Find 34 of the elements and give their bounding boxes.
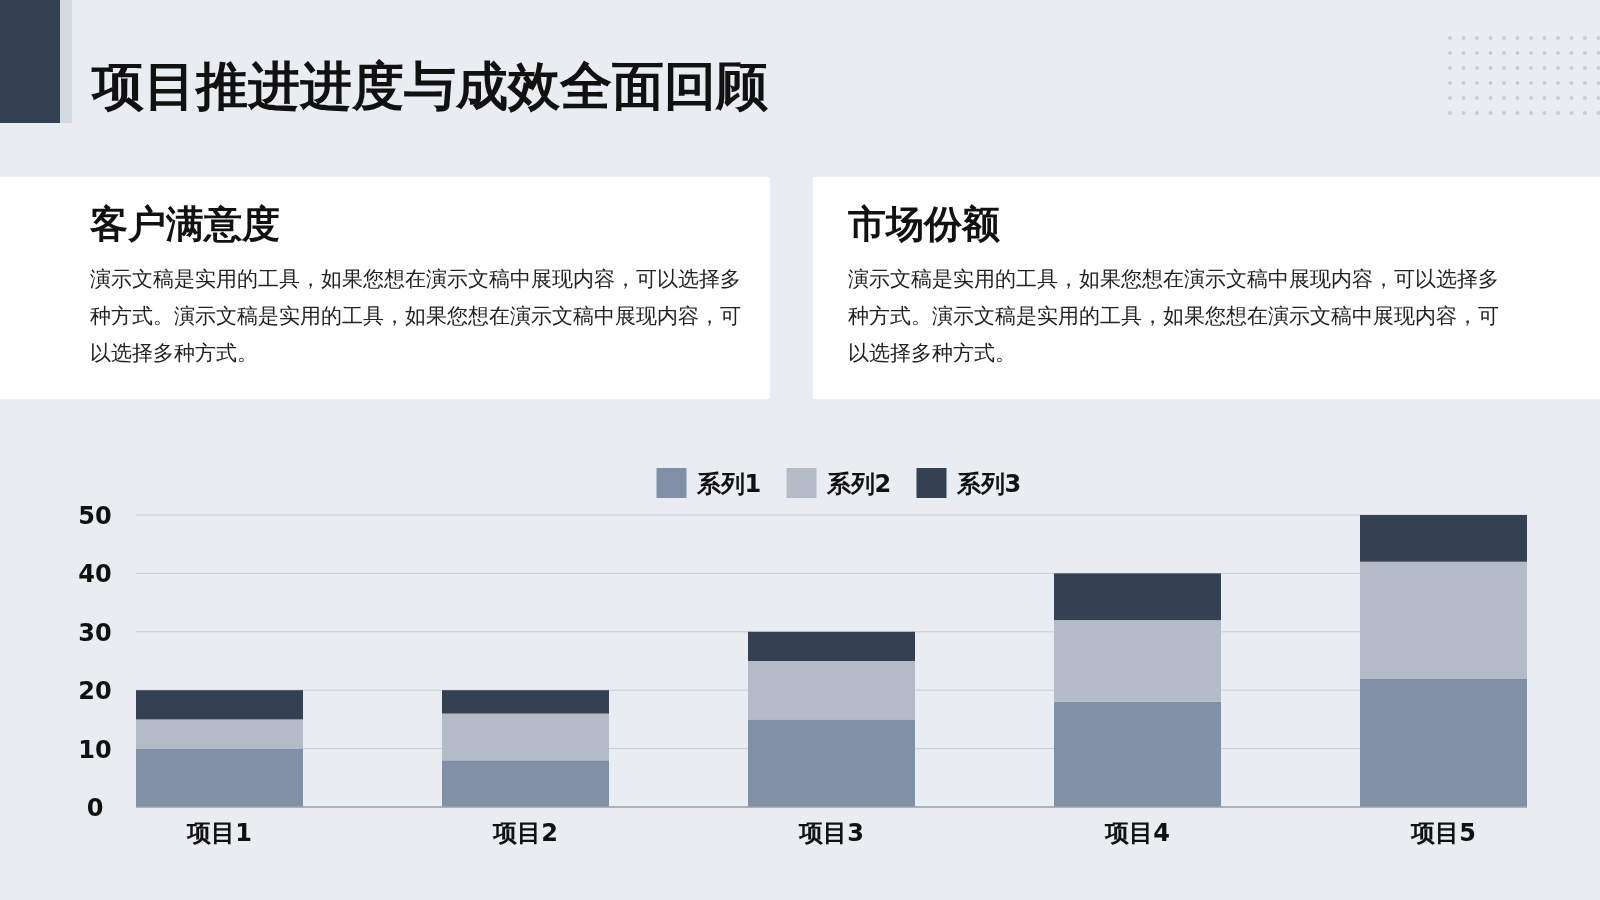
x-tick-label: 项目4 — [1104, 819, 1170, 847]
bar — [1360, 515, 1527, 562]
bar — [136, 719, 303, 749]
x-tick-label: 项目2 — [492, 819, 558, 847]
chart-title: 项目推进进度与成效全面回顾 — [92, 55, 768, 118]
y-tick-label: 20 — [78, 677, 112, 706]
legend-label: 系列2 — [825, 470, 892, 498]
bar — [442, 690, 609, 714]
y-tick-label: 0 — [86, 794, 104, 822]
bar — [1054, 701, 1221, 807]
legend-label: 系列1 — [695, 470, 762, 498]
bar — [1054, 620, 1221, 702]
y-tick-label: 50 — [78, 502, 112, 530]
x-tick-label: 项目1 — [186, 819, 252, 847]
bar — [748, 631, 915, 661]
legend-label: 系列3 — [955, 470, 1022, 498]
x-tick-label: 项目3 — [798, 819, 864, 847]
y-tick-label: 30 — [78, 618, 112, 647]
bar — [1360, 561, 1527, 679]
text: 客户满意度 — [90, 201, 280, 248]
bar — [748, 661, 915, 720]
bar — [136, 690, 303, 720]
bar — [442, 713, 609, 761]
bar — [1360, 678, 1527, 807]
bar — [748, 719, 915, 807]
text: 演示文稿是实用的工具，如果您想在演示文稿中展现内容，可以选择多种方式。演示文稿是实用的工具，如果您想在演示文稿中展现内容，可以选择多种方式。 — [848, 266, 1500, 367]
y-tick-label: 10 — [78, 735, 112, 764]
bar — [136, 748, 303, 807]
x-tick-label: 项目5 — [1410, 819, 1476, 847]
bar — [442, 760, 609, 807]
bar — [1054, 573, 1221, 621]
text: 演示文稿是实用的工具，如果您想在演示文稿中展现内容，可以选择多种方式。演示文稿是实用的工具，如果您想在演示文稿中展现内容，可以选择多种方式。 — [90, 266, 742, 367]
text: 市场份额 — [848, 201, 1000, 248]
y-tick-label: 40 — [78, 560, 112, 589]
